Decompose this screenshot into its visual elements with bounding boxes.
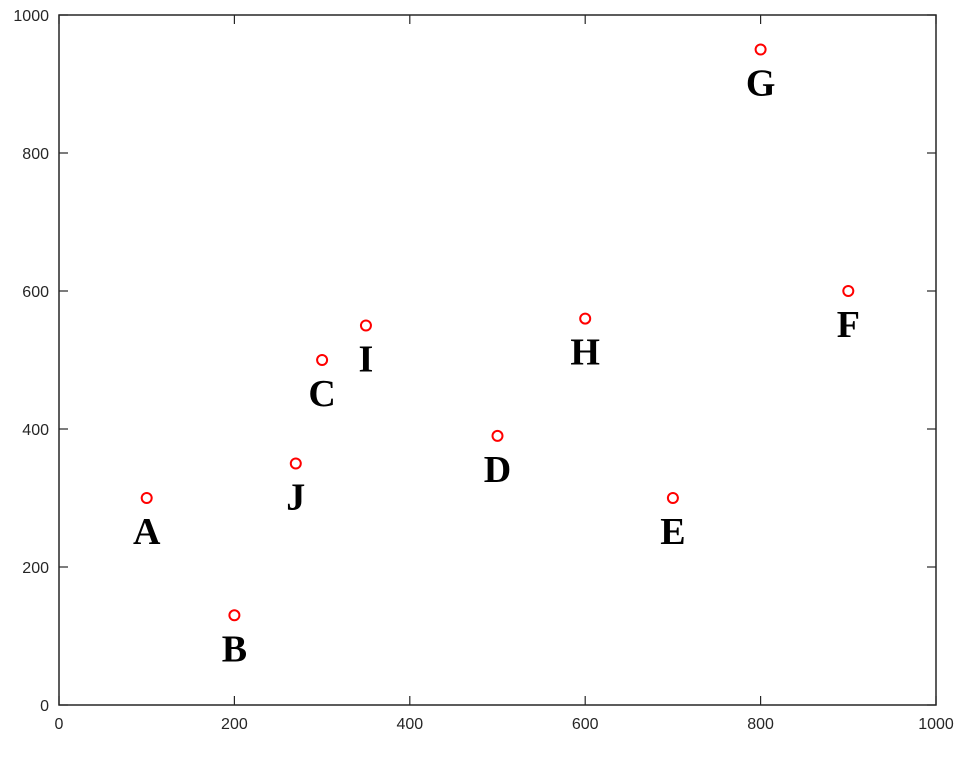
data-point-j (289, 457, 302, 470)
data-points (140, 43, 855, 622)
y-tick-label: 1000 (13, 8, 49, 25)
y-tick-label: 0 (40, 698, 49, 715)
point-label-i: I (359, 339, 374, 381)
y-tick-label: 600 (22, 284, 49, 301)
x-tick-label: 400 (396, 716, 423, 733)
data-point-b (228, 609, 241, 622)
data-point-e (666, 492, 679, 504)
axis-tick-labels: 0 200 400 600 800 1000 0 200 400 600 800 1000 (13, 8, 953, 733)
y-tick-label: 800 (22, 146, 49, 163)
point-label-c: C (308, 373, 335, 415)
point-labels: A B C D E F G H I J (133, 63, 860, 671)
point-label-d: D (484, 449, 511, 491)
y-tick-label: 200 (22, 560, 49, 577)
x-tick-label: 800 (747, 716, 774, 733)
x-tick-label: 0 (55, 716, 64, 733)
point-label-g: G (746, 63, 776, 105)
axis-ticks (58, 14, 937, 706)
point-label-b: B (222, 628, 247, 670)
data-point-i (359, 319, 372, 332)
point-label-e: E (660, 511, 685, 553)
point-label-h: H (570, 332, 600, 374)
data-point-g (754, 43, 767, 56)
plot-area (58, 14, 937, 706)
y-tick-label: 400 (22, 422, 49, 439)
data-point-a (140, 492, 153, 504)
data-point-c (316, 354, 329, 366)
x-tick-label: 600 (572, 716, 599, 733)
point-label-j: J (286, 477, 305, 519)
data-point-h (579, 312, 592, 325)
point-label-f: F (837, 304, 860, 346)
point-label-a: A (133, 511, 161, 553)
data-point-d (491, 429, 504, 442)
x-tick-label: 1000 (918, 716, 954, 733)
x-tick-label: 200 (221, 716, 248, 733)
data-point-f (842, 285, 855, 297)
